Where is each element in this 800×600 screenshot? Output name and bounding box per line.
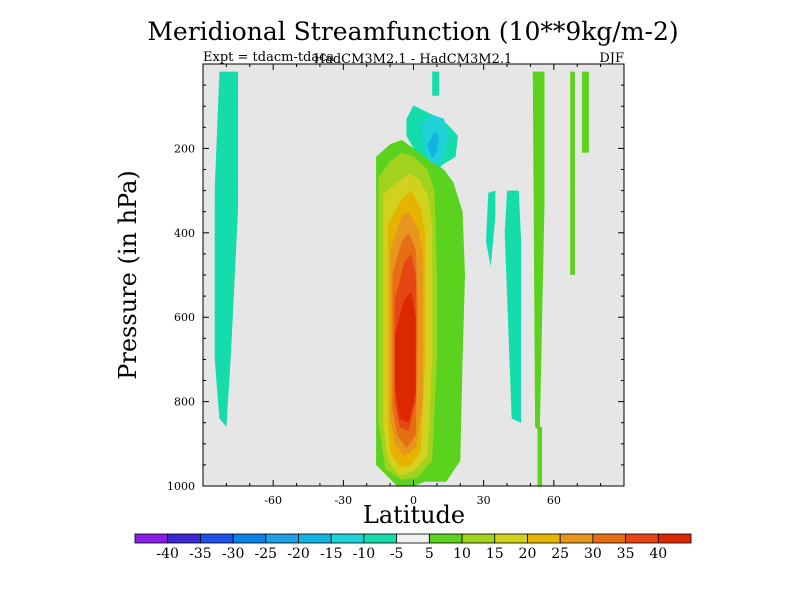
x-tick-label: -30	[334, 494, 352, 507]
colorbar-swatch	[134, 533, 169, 544]
colorbar-label: -5	[390, 546, 404, 562]
colorbar-label: -15	[320, 546, 343, 562]
x-tick-label: 0	[410, 494, 417, 507]
colorbar-swatch	[232, 533, 267, 544]
y-tick-label: 600	[174, 311, 195, 324]
colorbar-label: -40	[156, 546, 179, 562]
colorbar-label: 40	[649, 546, 667, 562]
y-tick-label: 800	[174, 396, 195, 409]
colorbar: -40 -35 -30 -25 -20 -15 -10 -5 5 10 15 20 25 30 35 40	[134, 533, 692, 562]
contour-mid-neg-a	[486, 190, 496, 267]
colorbar-label: -30	[222, 546, 245, 562]
y-axis-label: Pressure (in hPa)	[114, 170, 142, 380]
colorbar-label: -35	[189, 546, 212, 562]
colorbar-swatch	[396, 533, 430, 544]
colorbar-label: 25	[551, 546, 569, 562]
x-tick-label: 30	[477, 494, 491, 507]
colorbar-swatch	[527, 533, 561, 544]
y-tick-label: 400	[174, 227, 195, 240]
colorbar-swatch	[167, 533, 201, 544]
colorbar-swatch	[657, 533, 692, 544]
colorbar-swatch	[265, 533, 299, 544]
contour-hl-pos-c	[581, 71, 589, 153]
colorbar-swatch	[200, 533, 234, 544]
contour-sh-band	[214, 71, 239, 427]
colorbar-label: 35	[617, 546, 635, 562]
colorbar-swatch	[363, 533, 398, 544]
contour-upper-neg-core	[427, 131, 440, 159]
colorbar-label: 5	[425, 546, 434, 562]
colorbar-swatch	[494, 533, 528, 544]
contour-mid-neg-b	[504, 190, 522, 423]
contour-hl-pos-a	[532, 71, 545, 432]
colorbar-swatch	[298, 533, 332, 544]
chart-subtitle-expt: Expt = tdacm-tdaca	[203, 50, 334, 65]
y-tick-label: 200	[174, 142, 195, 155]
contour-jet-stub	[432, 71, 440, 96]
colorbar-swatch	[330, 533, 365, 544]
colorbar-swatch	[592, 533, 626, 544]
colorbar-label: 20	[519, 546, 537, 562]
colorbar-label: -25	[255, 546, 278, 562]
plot-area: -60 -30 0 30 60 200 400 600 800 1000	[167, 63, 625, 507]
chart-subtitle-season: DJF	[599, 51, 624, 66]
colorbar-swatch	[428, 533, 463, 544]
colorbar-swatch	[625, 533, 659, 544]
colorbar-label: -10	[353, 546, 376, 562]
contour-cell-40	[394, 291, 416, 423]
colorbar-label: 10	[453, 546, 471, 562]
contour-hl-pos-d	[537, 426, 543, 486]
colorbar-label: -20	[287, 546, 310, 562]
colorbar-label: 15	[486, 546, 504, 562]
x-tick-label: 60	[547, 494, 561, 507]
x-axis-label: Latitude	[363, 501, 465, 529]
colorbar-swatch	[461, 533, 496, 544]
chart-subtitle-model: HadCM3M2.1 - HadCM3M2.1	[314, 52, 513, 67]
contour-hl-pos-b	[570, 71, 575, 275]
x-tick-label: -60	[264, 494, 282, 507]
y-tick-label: 1000	[167, 480, 195, 493]
colorbar-swatch	[559, 533, 594, 544]
colorbar-label: 30	[584, 546, 602, 562]
chart-title: Meridional Streamfunction (10**9kg/m-2)	[147, 17, 678, 46]
